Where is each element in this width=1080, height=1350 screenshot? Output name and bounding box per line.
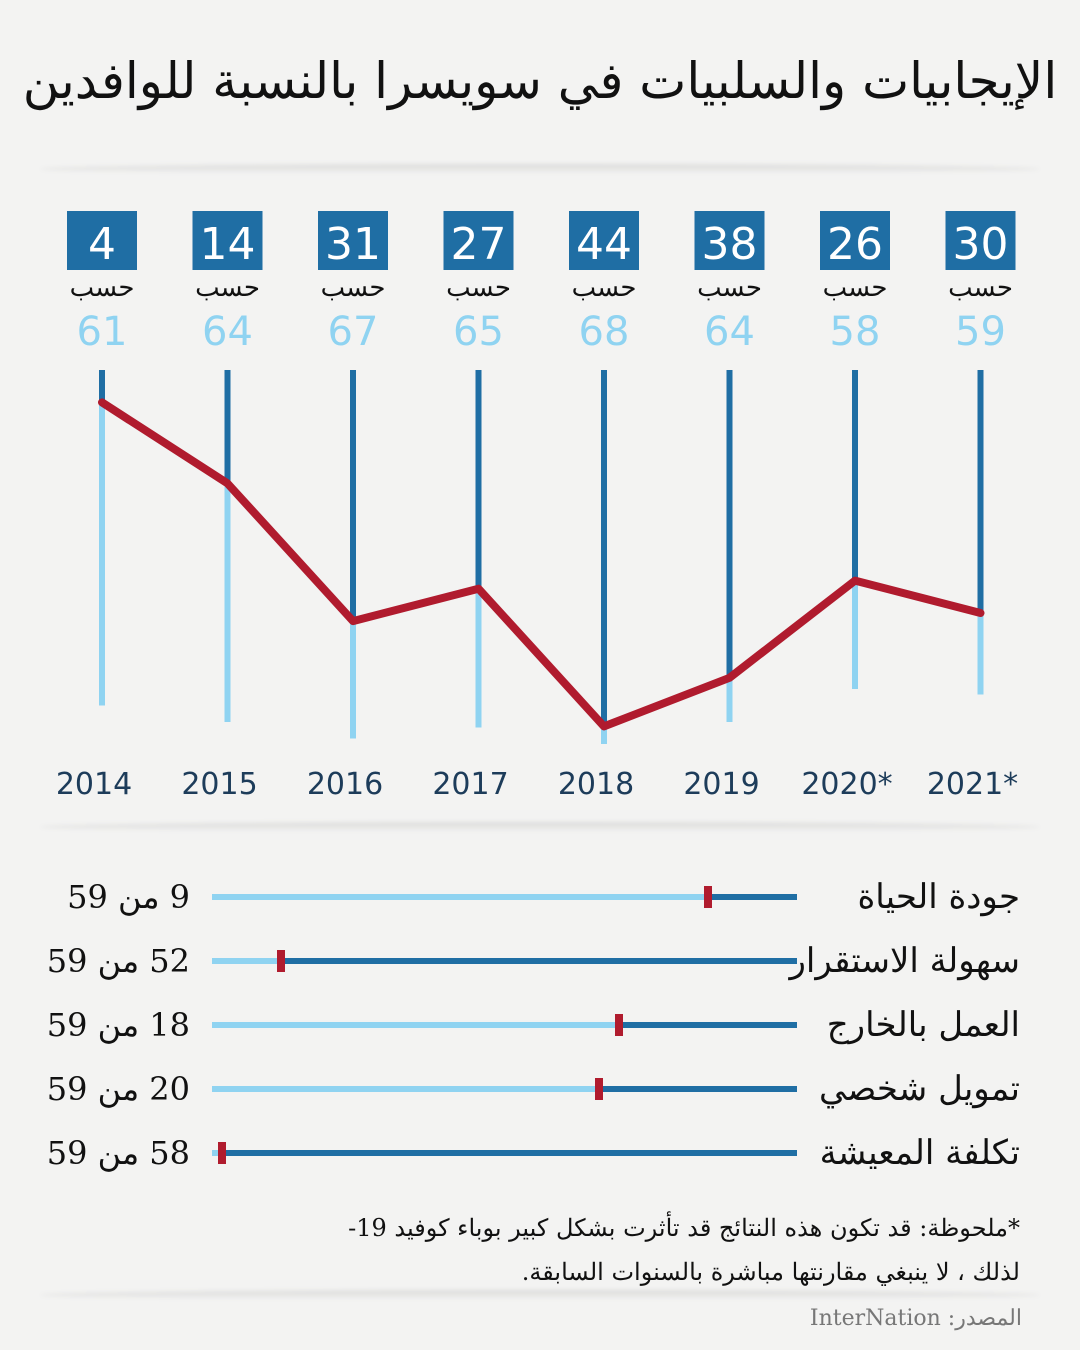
- category-rank-fill: [221, 1150, 797, 1156]
- by-label: حسب: [948, 273, 1013, 303]
- by-label: حسب: [697, 273, 762, 303]
- rank-label: 30: [953, 219, 1009, 270]
- x-tick-label: 2021*: [927, 767, 1018, 802]
- rank-box: [569, 211, 639, 270]
- rank-box: [945, 211, 1016, 270]
- category-rank-fill: [618, 1022, 797, 1028]
- category-name: جودة الحياة: [857, 877, 1020, 917]
- footnote-line-1: *ملحوظة: قد تكون هذه النتائج قد تأثرت بش…: [348, 1214, 1020, 1242]
- total-label: 65: [453, 309, 504, 355]
- x-tick-label: 2019: [683, 767, 759, 802]
- category-rank-marker: [217, 1142, 226, 1164]
- source-credit: المصدر: InterNation: [809, 1306, 1022, 1331]
- rank-label: 26: [827, 219, 883, 270]
- category-score: 18 من 59: [46, 1006, 190, 1044]
- category-row: 58 من 59 تكلفة المعيشة: [0, 1123, 1080, 1183]
- rank-label: 27: [451, 219, 507, 270]
- by-label: حسب: [70, 273, 135, 303]
- category-rank-fill: [707, 894, 797, 900]
- x-tick-label: 2015: [181, 767, 257, 802]
- separator: [40, 1290, 1040, 1300]
- category-name: تمويل شخصي: [819, 1069, 1020, 1109]
- category-rank-marker: [594, 1078, 603, 1100]
- rank-box: [443, 211, 514, 270]
- x-tick-label: 2014: [56, 767, 132, 802]
- total-label: 64: [202, 309, 253, 355]
- category-rank-fill: [281, 958, 797, 964]
- category-track: [212, 1078, 797, 1100]
- category-track: [212, 1142, 797, 1164]
- x-tick-label: 2017: [432, 767, 508, 802]
- footnote-line-2: لذلك ، لا ينبغي مقارنتها مباشرة بالسنوات…: [521, 1258, 1020, 1286]
- rank-box: [694, 211, 765, 270]
- total-label: 64: [704, 309, 755, 355]
- by-label: حسب: [321, 273, 386, 303]
- category-score: 58 من 59: [46, 1134, 190, 1172]
- rank-box: [820, 211, 890, 270]
- category-score: 20 من 59: [46, 1070, 190, 1108]
- rank-box: [192, 211, 263, 270]
- by-label: حسب: [823, 273, 888, 303]
- category-track: [212, 1014, 797, 1036]
- category-track: [212, 950, 797, 972]
- separator: [40, 822, 1040, 832]
- category-row: 20 من 59 تمويل شخصي: [0, 1059, 1080, 1119]
- category-name: تكلفة المعيشة: [819, 1133, 1020, 1173]
- total-label: 67: [328, 309, 379, 355]
- rank-label: 14: [200, 219, 256, 270]
- by-label: حسب: [446, 273, 511, 303]
- x-tick-label: 2018: [558, 767, 634, 802]
- by-label: حسب: [195, 273, 260, 303]
- category-row: 18 من 59 العمل بالخارج: [0, 995, 1080, 1055]
- category-row: 9 من 59 جودة الحياة: [0, 867, 1080, 927]
- rank-label: 44: [576, 219, 632, 270]
- total-label: 59: [955, 309, 1006, 355]
- yearly-ranking-chart: 4حسب61201414حسب64201531حسب67201627حسب652…: [56, 211, 1018, 802]
- category-score: 9 من 59: [67, 878, 190, 916]
- category-name: العمل بالخارج: [826, 1005, 1020, 1045]
- rank-box: [318, 211, 388, 270]
- category-name: سهولة الاستقرار: [789, 941, 1020, 981]
- category-rank-marker: [277, 950, 286, 972]
- by-label: حسب: [572, 273, 637, 303]
- rank-label: 38: [702, 219, 758, 270]
- category-row: 52 من 59 سهولة الاستقرار: [0, 931, 1080, 991]
- rank-line: [98, 398, 985, 731]
- rank-label: 4: [88, 219, 116, 270]
- total-label: 61: [77, 309, 128, 355]
- footnote: *ملحوظة: قد تكون هذه النتائج قد تأثرت بش…: [40, 1206, 1020, 1294]
- x-tick-label: 2016: [307, 767, 383, 802]
- category-rank-marker: [703, 886, 712, 908]
- total-label: 68: [579, 309, 630, 355]
- category-rank-fill: [598, 1086, 797, 1092]
- category-rank-marker: [614, 1014, 623, 1036]
- category-track: [212, 886, 797, 908]
- x-tick-label: 2020*: [801, 767, 892, 802]
- category-score: 52 من 59: [46, 942, 190, 980]
- chart-title: الإيجابيات والسلبيات في سويسرا بالنسبة ل…: [22, 52, 1058, 110]
- rank-label: 31: [325, 219, 381, 270]
- separator: [40, 164, 1040, 174]
- total-label: 58: [830, 309, 881, 355]
- rank-box: [67, 211, 137, 270]
